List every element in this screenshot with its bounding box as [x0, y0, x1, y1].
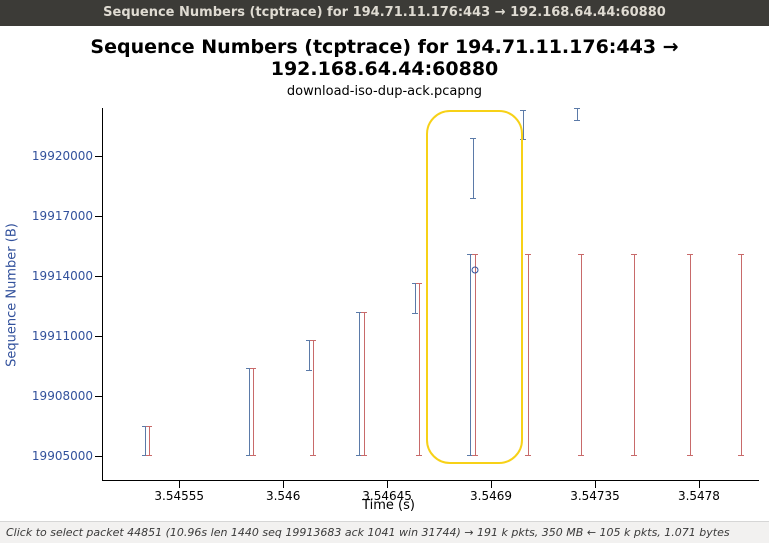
x-tick-label: 3.54555	[154, 480, 204, 503]
x-tick-label: 3.54735	[570, 480, 620, 503]
y-tick-label: 19905000	[32, 449, 103, 463]
plot-region[interactable]: 1990500019908000199110001991400019917000…	[102, 108, 759, 481]
window-titlebar: Sequence Numbers (tcptrace) for 194.71.1…	[0, 0, 769, 26]
y-tick-label: 19917000	[32, 209, 103, 223]
x-axis-label: Time (s)	[362, 498, 415, 513]
status-text: Click to select packet 44851 (10.96s len…	[6, 526, 730, 539]
y-tick-label: 19908000	[32, 389, 103, 403]
y-tick-label: 19920000	[32, 149, 103, 163]
x-tick-label: 3.5469	[470, 480, 512, 503]
y-tick-label: 19914000	[32, 269, 103, 283]
selection-highlight	[426, 110, 523, 464]
plot-wrap: Sequence Number (B) 19905000199080001991…	[18, 108, 759, 481]
x-tick-label: 3.5478	[678, 480, 720, 503]
x-tick-label: 3.546	[266, 480, 300, 503]
status-bar: Click to select packet 44851 (10.96s len…	[0, 521, 769, 543]
chart-subtitle: download-iso-dup-ack.pcapng	[0, 84, 769, 99]
chart-title: Sequence Numbers (tcptrace) for 194.71.1…	[0, 36, 769, 80]
y-tick-label: 19911000	[32, 329, 103, 343]
window-title: Sequence Numbers (tcptrace) for 194.71.1…	[103, 5, 666, 20]
selected-packet-marker[interactable]	[471, 267, 478, 274]
y-axis-label: Sequence Number (B)	[5, 223, 20, 367]
chart-area[interactable]: Sequence Numbers (tcptrace) for 194.71.1…	[0, 26, 769, 521]
